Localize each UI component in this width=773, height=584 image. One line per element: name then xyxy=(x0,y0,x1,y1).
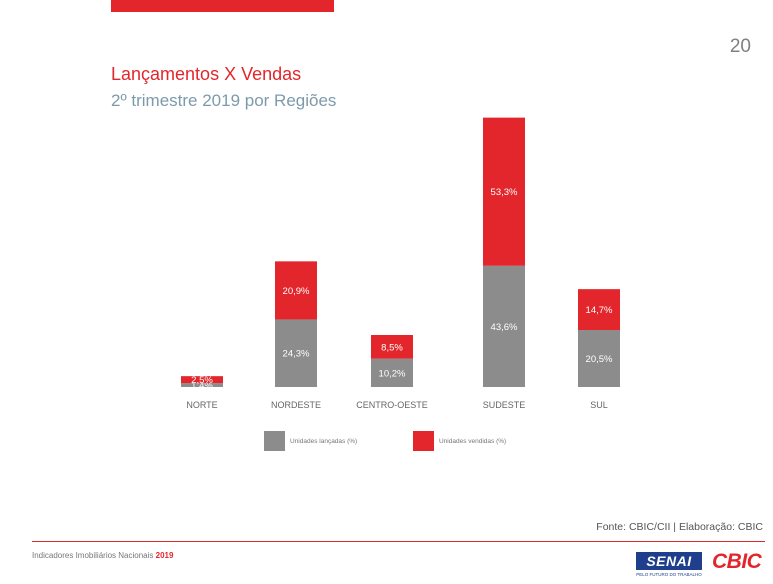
category-label: SUDESTE xyxy=(483,400,526,410)
source-note: Fonte: CBIC/CII | Elaboração: CBIC xyxy=(596,521,763,533)
bar-launched-norte xyxy=(181,383,223,387)
chart-subtitle: 2º trimestre 2019 por Regiões xyxy=(111,91,337,110)
data-label: 2,5% xyxy=(191,375,213,386)
category-label: NORTE xyxy=(186,400,217,410)
footer-text: Indicadores Imobiliários Nacionais 2019 xyxy=(32,551,173,560)
legend-swatch xyxy=(413,431,434,451)
senai-logo-text: SENAI xyxy=(636,552,702,570)
bar-sold-nordeste xyxy=(275,261,317,320)
bar-launched-sul xyxy=(578,330,620,387)
legend-label: Unidades lançadas (%) xyxy=(290,438,357,445)
stacked-bar-chart: 1,4%2,5% NORTE 24,3% 20,9% NORDESTE 10,2% 8,5%… xyxy=(181,117,620,451)
senai-logo: SENAI PELO FUTURO DO TRABALHO xyxy=(636,552,702,578)
category-label: NORDESTE xyxy=(271,400,321,410)
bar-launched-centro-oeste xyxy=(371,358,413,387)
bar-sold-centro-oeste xyxy=(371,335,413,359)
data-label: 1,4% xyxy=(191,381,213,392)
footer-label: Indicadores Imobiliários Nacionais xyxy=(32,551,154,560)
top-accent-bar xyxy=(111,0,334,12)
legend-label: Unidades vendidas (%) xyxy=(439,438,506,445)
bar-sold-sul xyxy=(578,289,620,331)
cbic-logo: CBIC xyxy=(712,550,762,573)
data-label: 14,7% xyxy=(586,305,613,316)
data-label: 53,3% xyxy=(491,187,518,198)
data-label: 20,9% xyxy=(283,286,310,297)
chart-title: Lançamentos X Vendas xyxy=(111,64,302,84)
footer-divider xyxy=(32,541,765,542)
bar-sold-sudeste xyxy=(483,117,525,266)
senai-logo-tagline: PELO FUTURO DO TRABALHO xyxy=(636,572,702,577)
data-label: 43,6% xyxy=(491,322,518,333)
page-number: 20 xyxy=(729,36,751,57)
category-label: CENTRO-OESTE xyxy=(356,400,428,410)
legend-swatch xyxy=(264,431,285,451)
bar-launched-sudeste xyxy=(483,265,525,387)
bar-launched-nordeste xyxy=(275,319,317,387)
data-label: 10,2% xyxy=(379,368,406,379)
category-label: SUL xyxy=(590,400,608,410)
data-label: 20,5% xyxy=(586,354,613,365)
data-label: 8,5% xyxy=(381,342,403,353)
bar-sold-norte xyxy=(181,376,223,384)
data-label: 24,3% xyxy=(283,349,310,360)
footer-year: 2019 xyxy=(155,551,174,560)
